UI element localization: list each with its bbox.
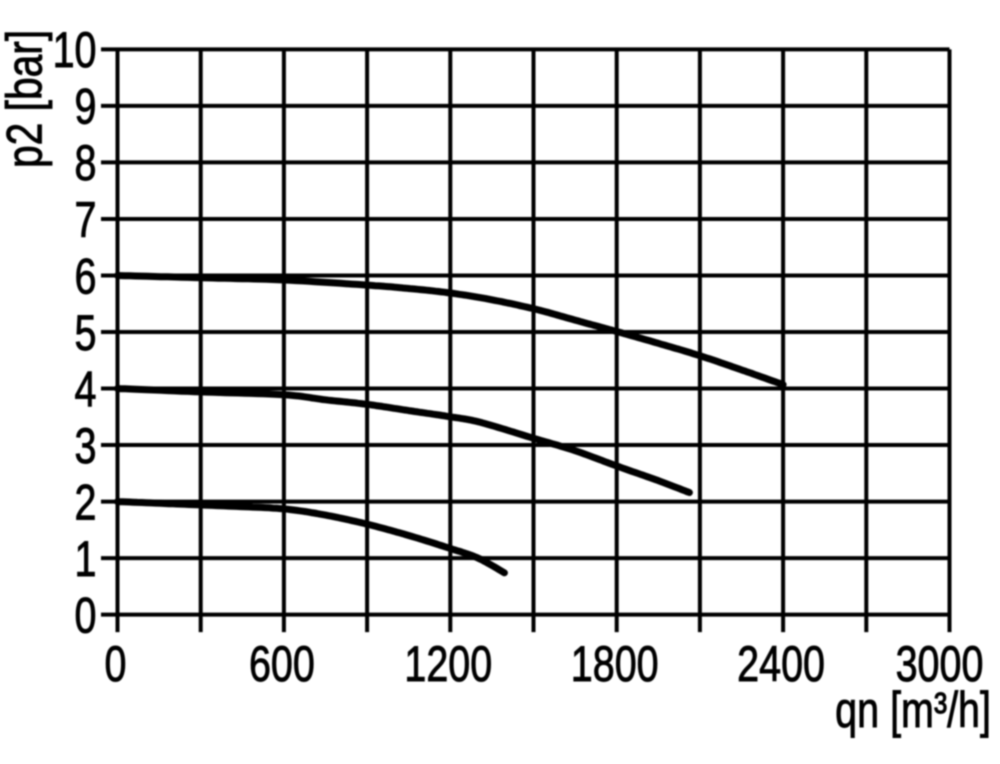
svg-text:6: 6 <box>75 248 97 305</box>
svg-text:3000: 3000 <box>896 636 984 693</box>
svg-text:10: 10 <box>53 22 97 79</box>
svg-text:p2 [bar]: p2 [bar] <box>0 30 52 168</box>
svg-text:2: 2 <box>75 474 97 531</box>
svg-text:3: 3 <box>75 417 97 474</box>
svg-text:0: 0 <box>75 587 97 644</box>
svg-text:qn [m³/h]: qn [m³/h] <box>835 682 991 739</box>
svg-text:0: 0 <box>105 636 127 693</box>
svg-text:8: 8 <box>75 135 97 192</box>
svg-text:1200: 1200 <box>404 636 492 693</box>
svg-text:5: 5 <box>75 304 97 361</box>
svg-text:2400: 2400 <box>737 636 825 693</box>
svg-text:600: 600 <box>249 636 315 693</box>
svg-text:9: 9 <box>75 78 97 135</box>
svg-text:7: 7 <box>75 191 97 248</box>
svg-text:1800: 1800 <box>571 636 659 693</box>
svg-text:4: 4 <box>75 361 97 418</box>
svg-text:1: 1 <box>75 530 97 587</box>
